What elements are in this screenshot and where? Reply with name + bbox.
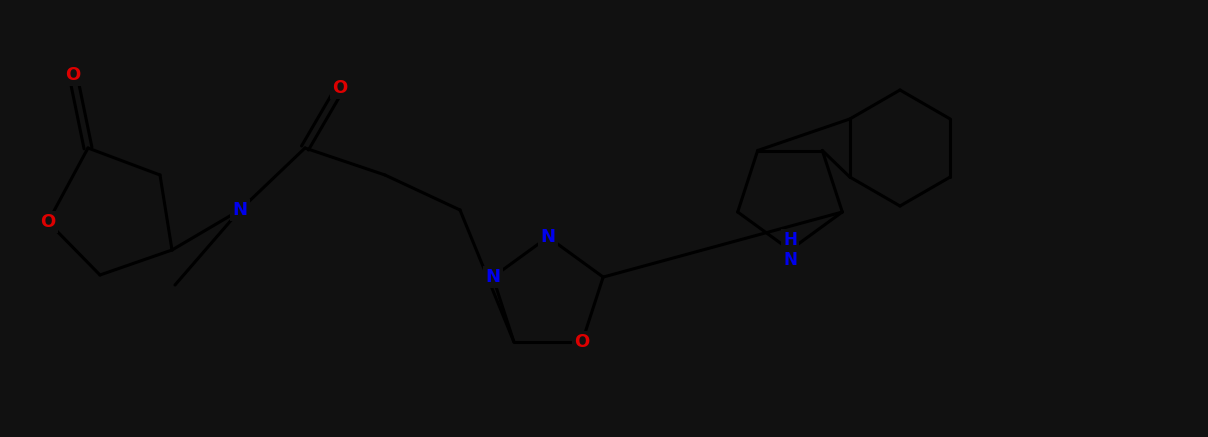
- Text: O: O: [575, 333, 590, 351]
- Text: O: O: [40, 213, 56, 231]
- Text: H
N: H N: [783, 231, 797, 269]
- Text: O: O: [332, 79, 348, 97]
- Text: N: N: [232, 201, 248, 219]
- Text: O: O: [65, 66, 81, 84]
- Text: N: N: [486, 268, 500, 286]
- Text: N: N: [540, 228, 556, 246]
